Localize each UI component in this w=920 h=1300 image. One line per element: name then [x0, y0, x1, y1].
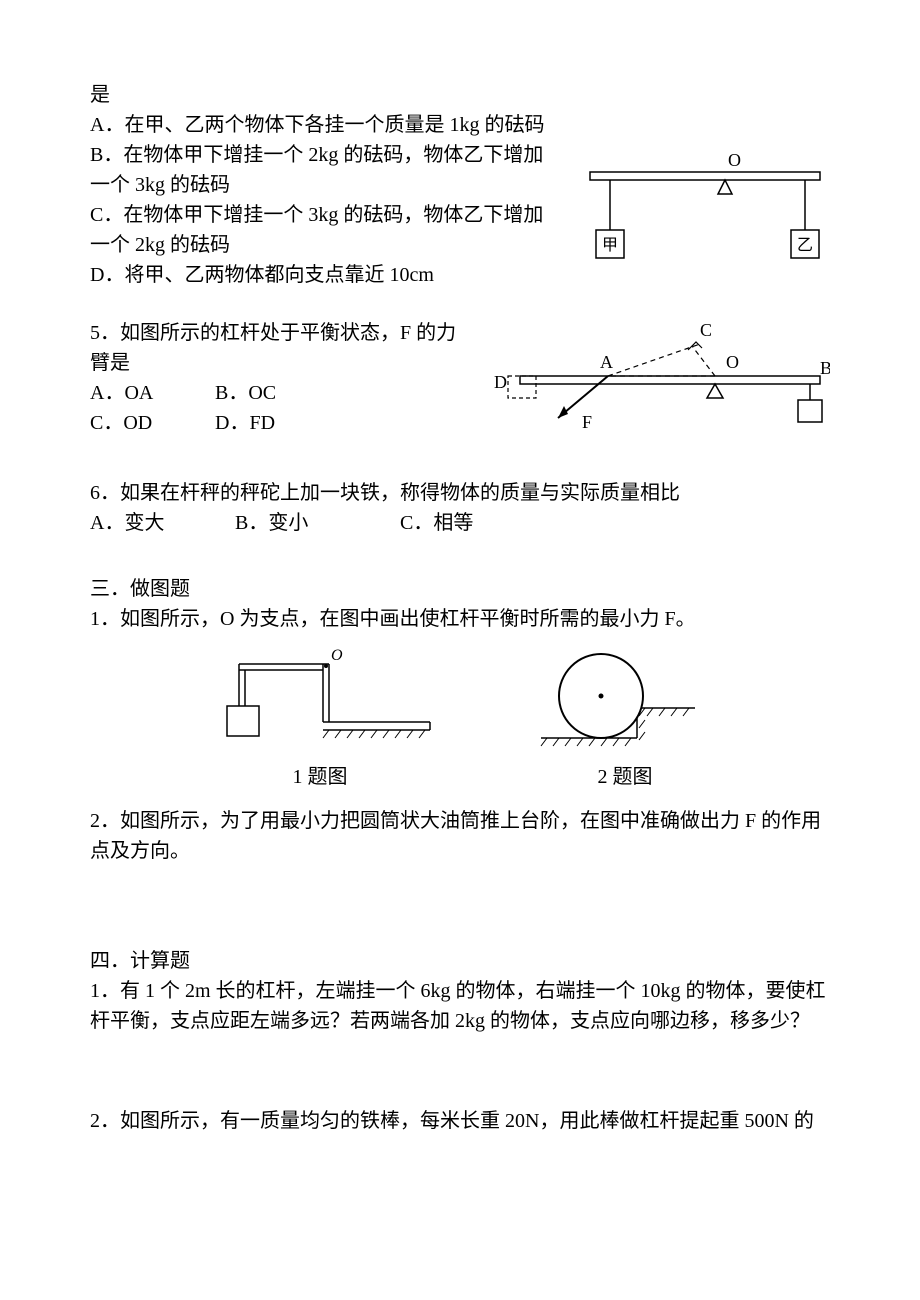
- q5-dashed-AC: [608, 344, 700, 376]
- q4-optD: D．将甲、乙两物体都向支点靠近 10cm: [90, 260, 560, 290]
- q6-stem: 6．如果在杆秤的秤砣上加一块铁，称得物体的质量与实际质量相比: [90, 478, 830, 508]
- section4: 四．计算题 1．有 1 个 2m 长的杠杆，左端挂一个 6kg 的物体，右端挂一…: [90, 946, 830, 1136]
- s3-q1-stem: 1．如图所示，O 为支点，在图中画出使杠杆平衡时所需的最小力 F。: [90, 604, 830, 634]
- s3-figures: O: [90, 646, 830, 792]
- q5-label-A: A: [600, 352, 613, 372]
- q5-optA: A．OA: [90, 378, 210, 408]
- q4-label-yi: 乙: [797, 237, 813, 254]
- section3: 三．做图题 1．如图所示，O 为支点，在图中画出使杠杆平衡时所需的最小力 F。 …: [90, 574, 830, 866]
- q5-label-F: F: [582, 412, 592, 432]
- s3-fig1-caption: 1 题图: [205, 762, 435, 792]
- s4-q2-stem: 2．如图所示，有一质量均匀的铁棒，每米长重 20N，用此棒做杠杆提起重 500N…: [90, 1106, 830, 1136]
- s3-fig2: 2 题图: [535, 646, 715, 792]
- q4-text: 是 A．在甲、乙两个物体下各挂一个质量是 1kg 的砝码 B．在物体甲下增挂一个…: [90, 80, 560, 290]
- q4-label-jia: 甲: [602, 237, 618, 254]
- s3-fig1-weight: [227, 706, 259, 736]
- q4-stem: 是: [90, 80, 560, 110]
- s4-q1-stem: 1．有 1 个 2m 长的杠杆，左端挂一个 6kg 的物体，右端挂一个 10kg…: [90, 976, 830, 1036]
- q4-diagram: O 甲 乙: [580, 152, 830, 272]
- q4-optB: B．在物体甲下增挂一个 2kg 的砝码，物体乙下增加一个 3kg 的砝码: [90, 140, 560, 200]
- q5-weight-right: [798, 400, 822, 422]
- q5-fulcrum: [707, 384, 723, 398]
- q5-dashed-OC: [692, 346, 715, 376]
- q5-stem: 5．如图所示的杠杆处于平衡状态，F 的力臂是: [90, 318, 470, 378]
- q5-diagram: O B D C A F: [490, 318, 830, 433]
- section4-title: 四．计算题: [90, 946, 830, 976]
- q5: 5．如图所示的杠杆处于平衡状态，F 的力臂是 A．OA B．OC C．OD D．…: [90, 318, 830, 438]
- q4-optC: C．在物体甲下增挂一个 3kg 的砝码，物体乙下增加一个 2kg 的砝码: [90, 200, 560, 260]
- q5-force-F-head: [558, 406, 568, 418]
- q6: 6．如果在杆秤的秤砣上加一块铁，称得物体的质量与实际质量相比 A．变大 B．变小…: [90, 478, 830, 538]
- q6-optB: B．变小: [235, 508, 395, 538]
- q5-text: 5．如图所示的杠杆处于平衡状态，F 的力臂是 A．OA B．OC C．OD D．…: [90, 318, 470, 438]
- s3-q2-stem: 2．如图所示，为了用最小力把圆筒状大油筒推上台阶，在图中准确做出力 F 的作用点…: [90, 806, 830, 866]
- q6-optA: A．变大: [90, 508, 230, 538]
- q5-dbox: [508, 376, 536, 398]
- q4: 是 A．在甲、乙两个物体下各挂一个质量是 1kg 的砝码 B．在物体甲下增挂一个…: [90, 80, 830, 290]
- q5-optB: B．OC: [215, 382, 276, 404]
- q5-label-O: O: [726, 352, 739, 372]
- q5-label-D: D: [494, 372, 507, 392]
- q5-optC: C．OD: [90, 408, 210, 438]
- q4-beam: [590, 172, 820, 180]
- q4-label-O: O: [728, 152, 741, 170]
- s3-fig2-caption: 2 题图: [535, 762, 715, 792]
- q4-fulcrum: [718, 180, 732, 194]
- s3-fig2-center: [599, 694, 604, 699]
- s3-fig1-hatch: [323, 730, 425, 738]
- q5-label-B: B: [820, 358, 830, 378]
- q6-optC: C．相等: [400, 512, 473, 534]
- s3-fig1-O: O: [331, 647, 343, 664]
- section3-title: 三．做图题: [90, 574, 830, 604]
- q5-beam: [520, 376, 820, 384]
- q4-optA: A．在甲、乙两个物体下各挂一个质量是 1kg 的砝码: [90, 110, 560, 140]
- s3-fig1: O: [205, 646, 435, 792]
- q5-label-C: C: [700, 320, 712, 340]
- q5-optD: D．FD: [215, 412, 275, 434]
